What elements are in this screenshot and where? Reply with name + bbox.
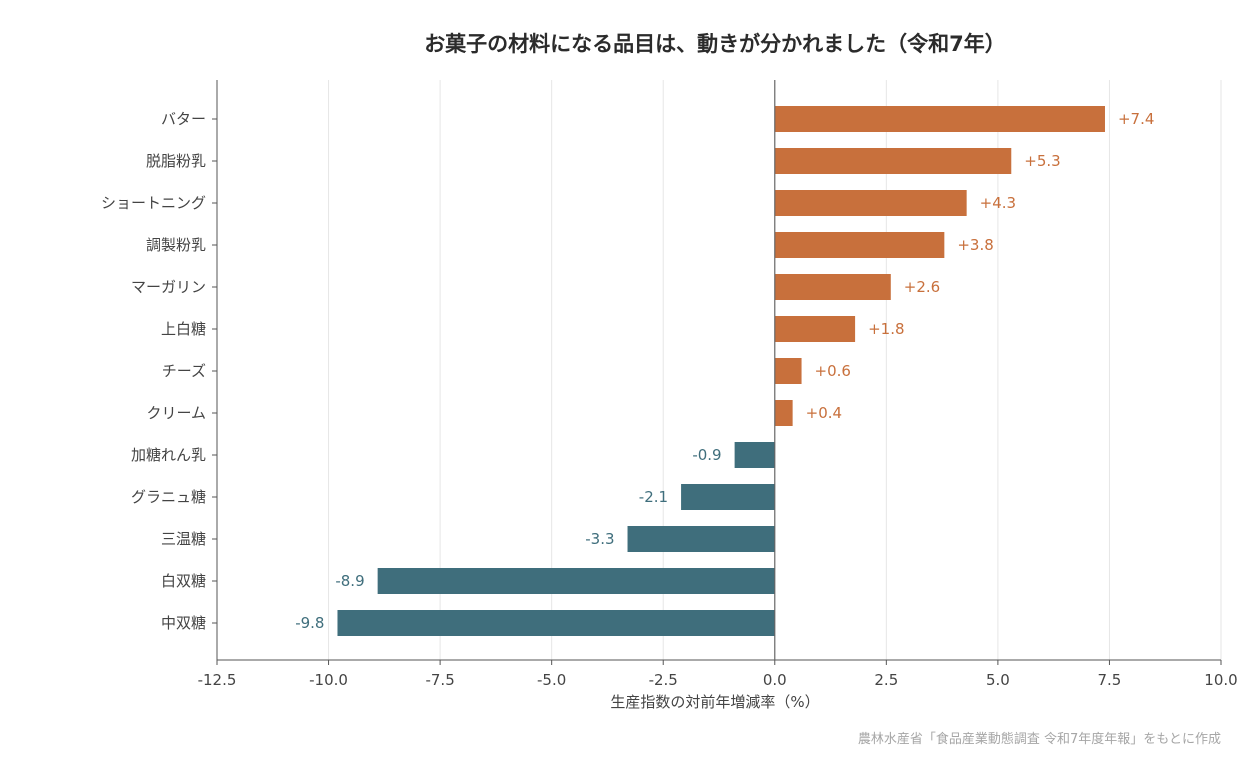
x-axis-label: 生産指数の対前年増減率（%）: [610, 693, 819, 711]
bar: [774, 358, 802, 384]
x-tick-label: -10.0: [309, 671, 348, 689]
bar: [774, 106, 1105, 132]
category-label: 加糖れん乳: [131, 446, 206, 464]
category-label: チーズ: [162, 362, 206, 380]
bar: [627, 526, 775, 552]
category-label: グラニュ糖: [131, 488, 206, 506]
gridlines: [216, 80, 1222, 660]
category-label: クリーム: [146, 404, 206, 422]
x-tick-label: 5.0: [986, 671, 1010, 689]
value-label: +3.8: [957, 236, 993, 254]
value-label: +0.6: [815, 362, 851, 380]
category-label: 中双糖: [161, 614, 206, 632]
value-label: -2.1: [639, 488, 668, 506]
bar: [734, 442, 775, 468]
bar: [774, 400, 793, 426]
value-label: -0.9: [692, 446, 721, 464]
category-label: 調製粉乳: [146, 236, 206, 254]
category-label: 上白糖: [161, 320, 206, 338]
x-tick-label: 10.0: [1204, 671, 1237, 689]
bar: [337, 610, 775, 636]
value-label: -8.9: [335, 572, 364, 590]
category-label: 脱脂粉乳: [146, 152, 206, 170]
labels: -12.5 -10.0 -7.5 -5.0 -2.5 0.0 2.5 5.0 7.5 10.0 バタ…: [101, 110, 1238, 689]
bar: [774, 274, 891, 300]
bar: [774, 190, 967, 216]
value-label: -9.8: [295, 614, 324, 632]
x-tick-label: 2.5: [874, 671, 898, 689]
x-tick-label: -12.5: [198, 671, 237, 689]
value-label: +5.3: [1024, 152, 1060, 170]
x-tick-label: 0.0: [763, 671, 787, 689]
bar: [681, 484, 775, 510]
category-label: 三温糖: [161, 530, 206, 548]
value-label: +7.4: [1118, 110, 1154, 128]
bar: [377, 568, 775, 594]
bar: [774, 316, 856, 342]
value-label: -3.3: [585, 530, 614, 548]
axes: [212, 80, 1222, 665]
value-label: +1.8: [868, 320, 904, 338]
value-label: +4.3: [980, 194, 1016, 212]
category-label: バター: [161, 110, 206, 128]
value-label: +0.4: [806, 404, 842, 422]
x-tick-label: -2.5: [649, 671, 678, 689]
bars: [337, 106, 1105, 636]
source-note: 農林水産省「食品産業動態調査 令和7年度年報」をもとに作成: [858, 731, 1221, 747]
x-tick-label: -5.0: [537, 671, 566, 689]
category-label: ショートニング: [101, 194, 206, 212]
x-tick-label: -7.5: [425, 671, 454, 689]
category-label: マーガリン: [131, 278, 206, 296]
chart-title: お菓子の材料になる品目は、動きが分かれました（令和7年）: [424, 32, 1006, 56]
category-label: 白双糖: [161, 572, 206, 590]
value-label: +2.6: [904, 278, 940, 296]
bar: [774, 148, 1012, 174]
x-tick-label: 7.5: [1098, 671, 1122, 689]
bar: [774, 232, 945, 258]
